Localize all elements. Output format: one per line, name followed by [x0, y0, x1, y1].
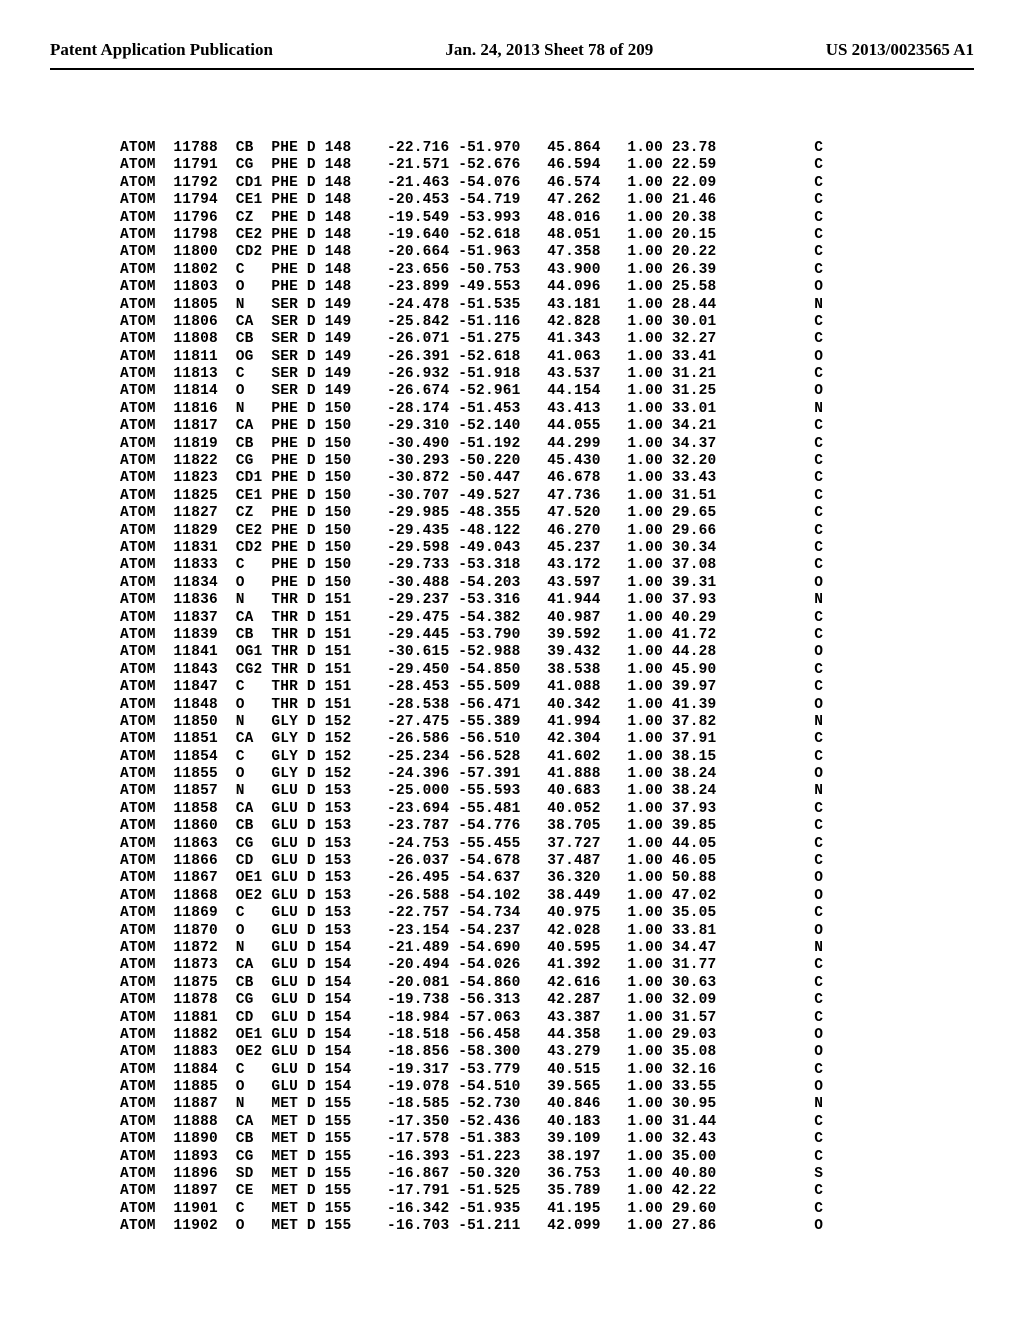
header-center: Jan. 24, 2013 Sheet 78 of 209: [445, 40, 653, 60]
header-left: Patent Application Publication: [50, 40, 273, 60]
patent-page: Patent Application Publication Jan. 24, …: [0, 0, 1024, 1320]
page-header: Patent Application Publication Jan. 24, …: [50, 40, 974, 70]
pdb-atom-table: ATOM 11788 CB PHE D 148 -22.716 -51.970 …: [50, 140, 974, 1236]
header-right: US 2013/0023565 A1: [826, 40, 974, 60]
